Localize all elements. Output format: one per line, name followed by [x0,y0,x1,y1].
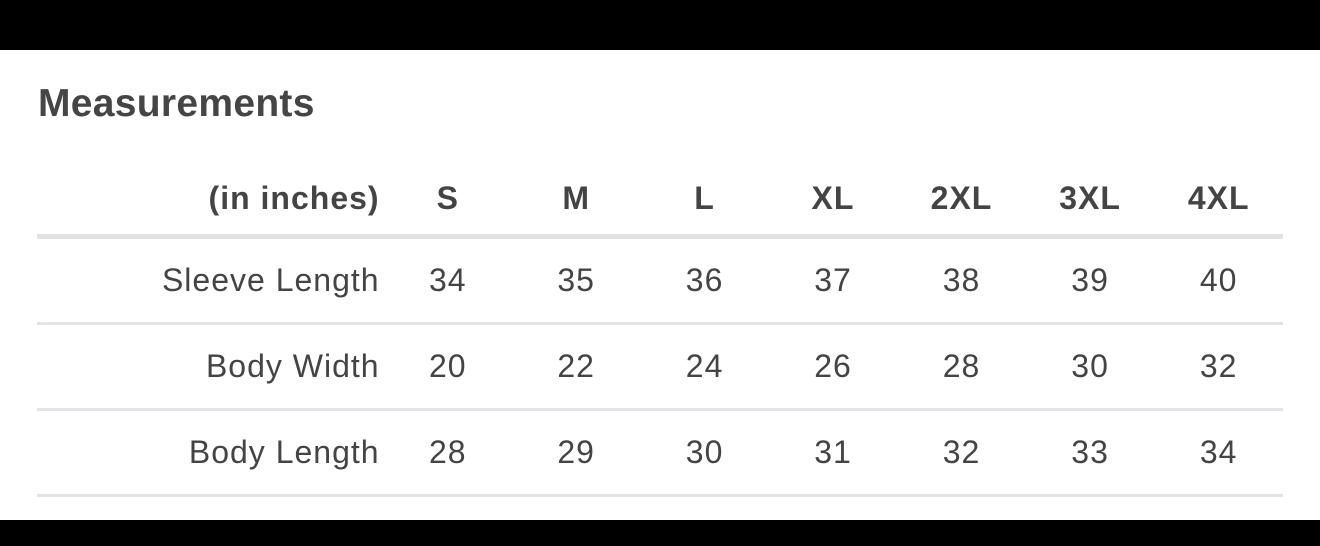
table-cell: 30 [640,409,769,497]
table-cell: 32 [1154,323,1283,411]
size-header-3xl: 3XL [1025,162,1155,239]
size-header-m: M [511,162,641,239]
table-cell: 38 [897,236,1026,325]
table-row: Body Length 28 29 30 31 32 33 34 [37,409,1283,497]
table-cell: 39 [1025,236,1155,325]
measurements-panel: Measurements (in inches) S M L XL 2XL 3XL 4XL … [0,50,1320,520]
size-header-4xl: 4XL [1154,162,1283,239]
table-cell: 32 [897,409,1026,497]
table-row: Sleeve Length 34 35 36 37 38 39 40 [37,236,1283,325]
table-cell: 22 [511,323,641,411]
table-row: Body Width 20 22 24 26 28 30 32 [37,323,1283,411]
table-cell: 28 [383,409,512,497]
table-cell: 40 [1154,236,1283,325]
row-label: Body Width [37,323,384,411]
table-cell: 24 [640,323,769,411]
size-header-s: S [383,162,512,239]
size-header-l: L [640,162,769,239]
table-cell: 30 [1025,323,1155,411]
size-chart-table: (in inches) S M L XL 2XL 3XL 4XL Sleeve Length… [37,162,1283,497]
row-label: Body Length [37,409,384,497]
table-cell: 34 [383,236,512,325]
table-cell: 31 [768,409,898,497]
table-cell: 36 [640,236,769,325]
table-cell: 33 [1025,409,1155,497]
table-cell: 34 [1154,409,1283,497]
table-cell: 26 [768,323,898,411]
row-label: Sleeve Length [37,236,384,325]
table-cell: 35 [511,236,641,325]
page-title: Measurements [38,82,315,125]
table-cell: 29 [511,409,641,497]
table-header-row: (in inches) S M L XL 2XL 3XL 4XL [37,162,1283,239]
table-cell: 37 [768,236,898,325]
size-header-xl: XL [768,162,898,239]
unit-label: (in inches) [37,162,384,239]
table-cell: 20 [383,323,512,411]
table-cell: 28 [897,323,1026,411]
size-header-2xl: 2XL [897,162,1026,239]
